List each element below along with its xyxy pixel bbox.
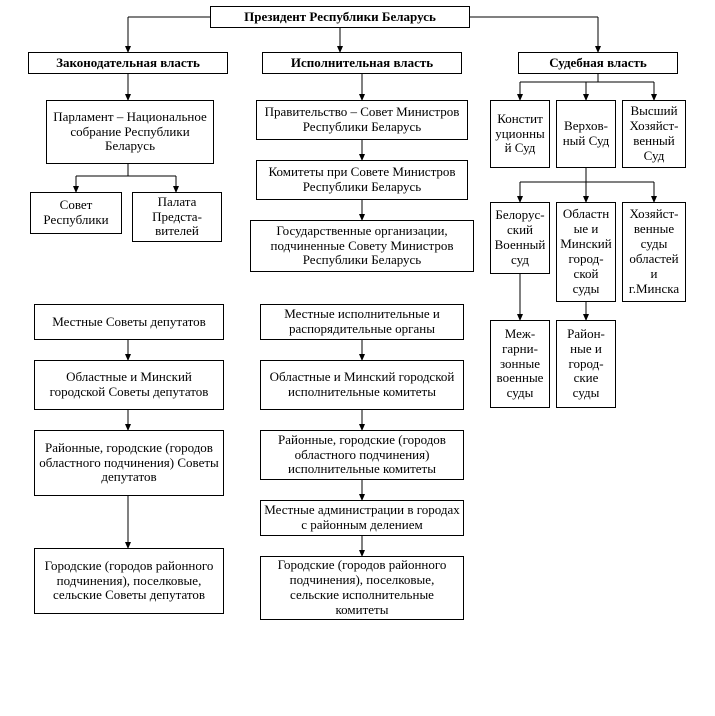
node-committees: Комитеты при Совете Министров Республики… [256, 160, 468, 200]
node-oblast_exec: Областные и Минский городской исполнител… [260, 360, 464, 410]
node-oblast_court: Областн ые и Минский город-ской суды [556, 202, 616, 302]
node-econ_oblast: Хозяйст-венные суды областей и г.Минска [622, 202, 686, 302]
node-council_rep: Совет Республики [30, 192, 122, 234]
node-house_rep: Палата Предста-вителей [132, 192, 222, 242]
node-state_orgs: Государственные организации, подчиненные… [250, 220, 474, 272]
node-parliament: Парламент – Национальное собрание Респуб… [46, 100, 214, 164]
node-rayon_exec: Районные, городские (городов областного … [260, 430, 464, 480]
node-supreme: Верхов-ный Суд [556, 100, 616, 168]
node-oblast_sov: Областные и Минский городской Советы деп… [34, 360, 224, 410]
node-local_exec: Местные исполнительные и распорядительны… [260, 304, 464, 340]
node-const_court: Констит уционны й Суд [490, 100, 550, 168]
node-city_exec: Городские (городов районного подчинения)… [260, 556, 464, 620]
node-military: Белорус-ский Военный суд [490, 202, 550, 274]
node-president: Президент Республики Беларусь [210, 6, 470, 28]
node-garrison: Меж-гарни-зонные военные суды [490, 320, 550, 408]
node-legislative: Законодательная власть [28, 52, 228, 74]
node-econ_high: Высший Хозяйст-венный Суд [622, 100, 686, 168]
node-district_c: Район-ные и город-ские суды [556, 320, 616, 408]
node-local_admin: Местные администрации в городах с районн… [260, 500, 464, 536]
node-rayon_sov: Районные, городские (городов областного … [34, 430, 224, 496]
node-city_sov: Городские (городов районного подчинения)… [34, 548, 224, 614]
node-gov: Правительство – Совет Министров Республи… [256, 100, 468, 140]
node-local_sov: Местные Советы депутатов [34, 304, 224, 340]
node-judicial: Судебная власть [518, 52, 678, 74]
node-executive: Исполнительная власть [262, 52, 462, 74]
